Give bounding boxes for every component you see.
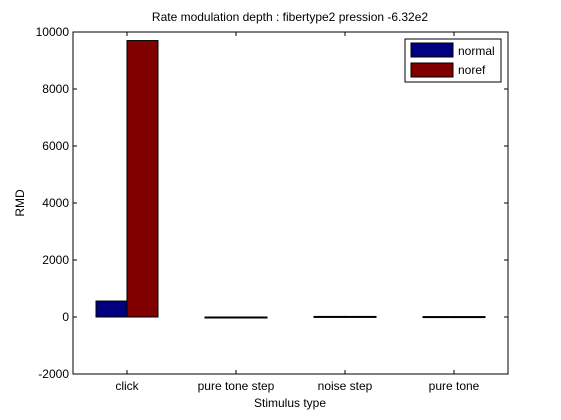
x-tick-label: noise step <box>318 379 373 393</box>
bar-noref-pure-tone <box>453 316 486 319</box>
y-tick-label: 6000 <box>42 139 69 153</box>
y-tick-label: 8000 <box>42 82 69 96</box>
x-axis-ticks: click pure tone step noise step pure tone <box>115 32 480 393</box>
legend-swatch-noref <box>410 62 454 78</box>
legend-swatch-normal <box>410 42 454 58</box>
bar-normal-pure-tone <box>422 316 455 319</box>
y-axis-ticks: -2000 0 2000 4000 6000 8000 10000 <box>36 25 508 381</box>
legend-label-normal: normal <box>458 44 495 58</box>
y-tick-label: 2000 <box>42 253 69 267</box>
chart-title: Rate modulation depth : fibertype2 press… <box>152 10 429 24</box>
bar-normal-noise-step <box>313 315 346 318</box>
y-axis-label: RMD <box>13 189 27 217</box>
bar-noref-pure-tone-step <box>235 316 268 319</box>
bars-group <box>95 40 486 319</box>
legend: normal noref <box>404 38 502 83</box>
y-tick-label: 0 <box>62 310 69 324</box>
y-tick-label: 4000 <box>42 196 69 210</box>
bar-normal-click <box>95 300 128 318</box>
bar-normal-pure-tone-step <box>204 316 237 319</box>
legend-label-noref: noref <box>458 63 486 77</box>
bar-noref-click <box>126 40 159 318</box>
x-tick-label: click <box>115 379 139 393</box>
x-axis-label: Stimulus type <box>254 396 326 410</box>
y-tick-label: -2000 <box>38 367 69 381</box>
y-tick-label: 10000 <box>36 25 70 39</box>
bar-noref-noise-step <box>344 315 377 318</box>
x-tick-label: pure tone <box>429 379 480 393</box>
x-tick-label: pure tone step <box>198 379 275 393</box>
